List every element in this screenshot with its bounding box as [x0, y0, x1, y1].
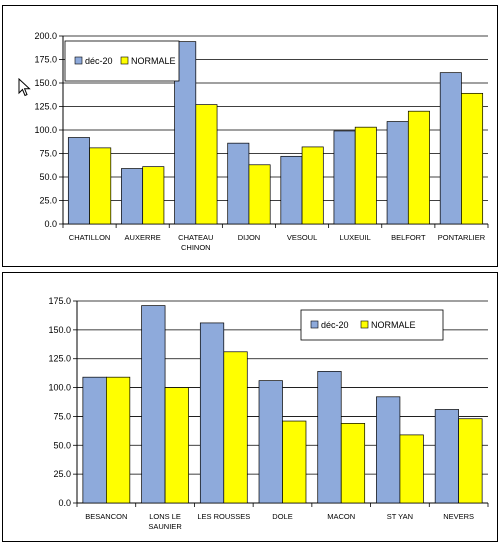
bar [333, 130, 356, 225]
x-category-label: DOLE [272, 512, 292, 521]
bar [280, 155, 303, 225]
bar [386, 121, 409, 225]
bar [141, 305, 166, 504]
bar [258, 380, 283, 504]
bar [301, 146, 324, 225]
bar [195, 104, 218, 225]
x-category-label: BESANCON [85, 512, 127, 521]
legend-swatch [120, 56, 129, 65]
y-tick-label: 50.0 [39, 172, 57, 182]
x-category-label: MACON [327, 512, 355, 521]
x-category-label: AUXERRE [125, 233, 161, 242]
x-category-label: CHINON [181, 243, 211, 252]
legend-swatch [360, 320, 369, 329]
bar [227, 142, 250, 225]
y-tick-label: 100.0 [34, 125, 57, 135]
bar [82, 376, 107, 504]
bar [439, 72, 462, 225]
x-category-label: NEVERS [443, 512, 474, 521]
y-tick-label: 50.0 [53, 440, 71, 450]
chart-panel-1: 0.0 25.0 50.0 75.0 100.0 125.0 150.0 175.0 200.0… [2, 5, 498, 267]
bar [317, 371, 342, 504]
x-category-label: PONTARLIER [438, 233, 486, 242]
bar [67, 137, 90, 225]
x-category-label: VESOUL [287, 233, 317, 242]
bar [121, 168, 144, 225]
legend-swatch [310, 320, 319, 329]
legend-box [300, 309, 444, 341]
x-category-label: BELFORT [391, 233, 426, 242]
y-tick-label: 75.0 [39, 149, 57, 159]
legend-label: déc-20 [321, 320, 349, 330]
bar [248, 164, 271, 225]
bar [434, 409, 459, 504]
y-tick-label: 150.0 [34, 78, 57, 88]
bar [399, 434, 424, 504]
x-category-label: LES ROUSSES [197, 512, 250, 521]
x-category-label: SAUNIER [148, 522, 182, 531]
mouse-cursor-icon [18, 78, 31, 97]
bar [199, 322, 225, 504]
legend-label: NORMALE [131, 56, 176, 66]
y-tick-label: 0.0 [58, 498, 71, 508]
legend-label: NORMALE [371, 320, 416, 330]
bar [164, 387, 189, 504]
y-tick-label: 125.0 [34, 102, 57, 112]
bar [458, 418, 483, 504]
bar [223, 351, 248, 504]
bar [461, 92, 484, 225]
bar [142, 166, 165, 225]
x-category-label: DIJON [238, 233, 261, 242]
bar [89, 147, 112, 225]
bar [354, 126, 377, 225]
bar [407, 110, 430, 225]
y-tick-label: 150.0 [48, 325, 71, 335]
y-tick-label: 175.0 [34, 55, 57, 65]
y-tick-label: 0.0 [44, 219, 57, 229]
legend-swatch [74, 56, 83, 65]
x-category-label: LUXEUIL [340, 233, 371, 242]
bar [340, 423, 366, 504]
legend-label: déc-20 [85, 56, 113, 66]
bar-chart-2: 0.0 25.0 50.0 75.0 100.0 125.0 150.0 175.0 BESAN… [48, 296, 489, 531]
y-tick-label: 125.0 [48, 354, 71, 364]
y-tick-label: 175.0 [48, 296, 71, 306]
x-category-label: CHATILLON [69, 233, 111, 242]
y-tick-label: 75.0 [53, 411, 71, 421]
y-tick-label: 25.0 [39, 196, 57, 206]
y-tick-label: 25.0 [53, 469, 71, 479]
bar [106, 376, 131, 504]
bar [376, 396, 401, 504]
y-tick-label: 100.0 [48, 383, 71, 393]
bar-chart-1: 0.0 25.0 50.0 75.0 100.0 125.0 150.0 175.0 200.0… [34, 31, 489, 252]
y-tick-label: 200.0 [34, 31, 57, 41]
bar [282, 420, 307, 504]
x-category-label: LONS LE [149, 512, 181, 521]
x-category-label: CHATEAU [178, 233, 213, 242]
x-category-label: ST YAN [387, 512, 413, 521]
chart-panel-2: 0.0 25.0 50.0 75.0 100.0 125.0 150.0 175.0 BESAN… [2, 272, 498, 542]
